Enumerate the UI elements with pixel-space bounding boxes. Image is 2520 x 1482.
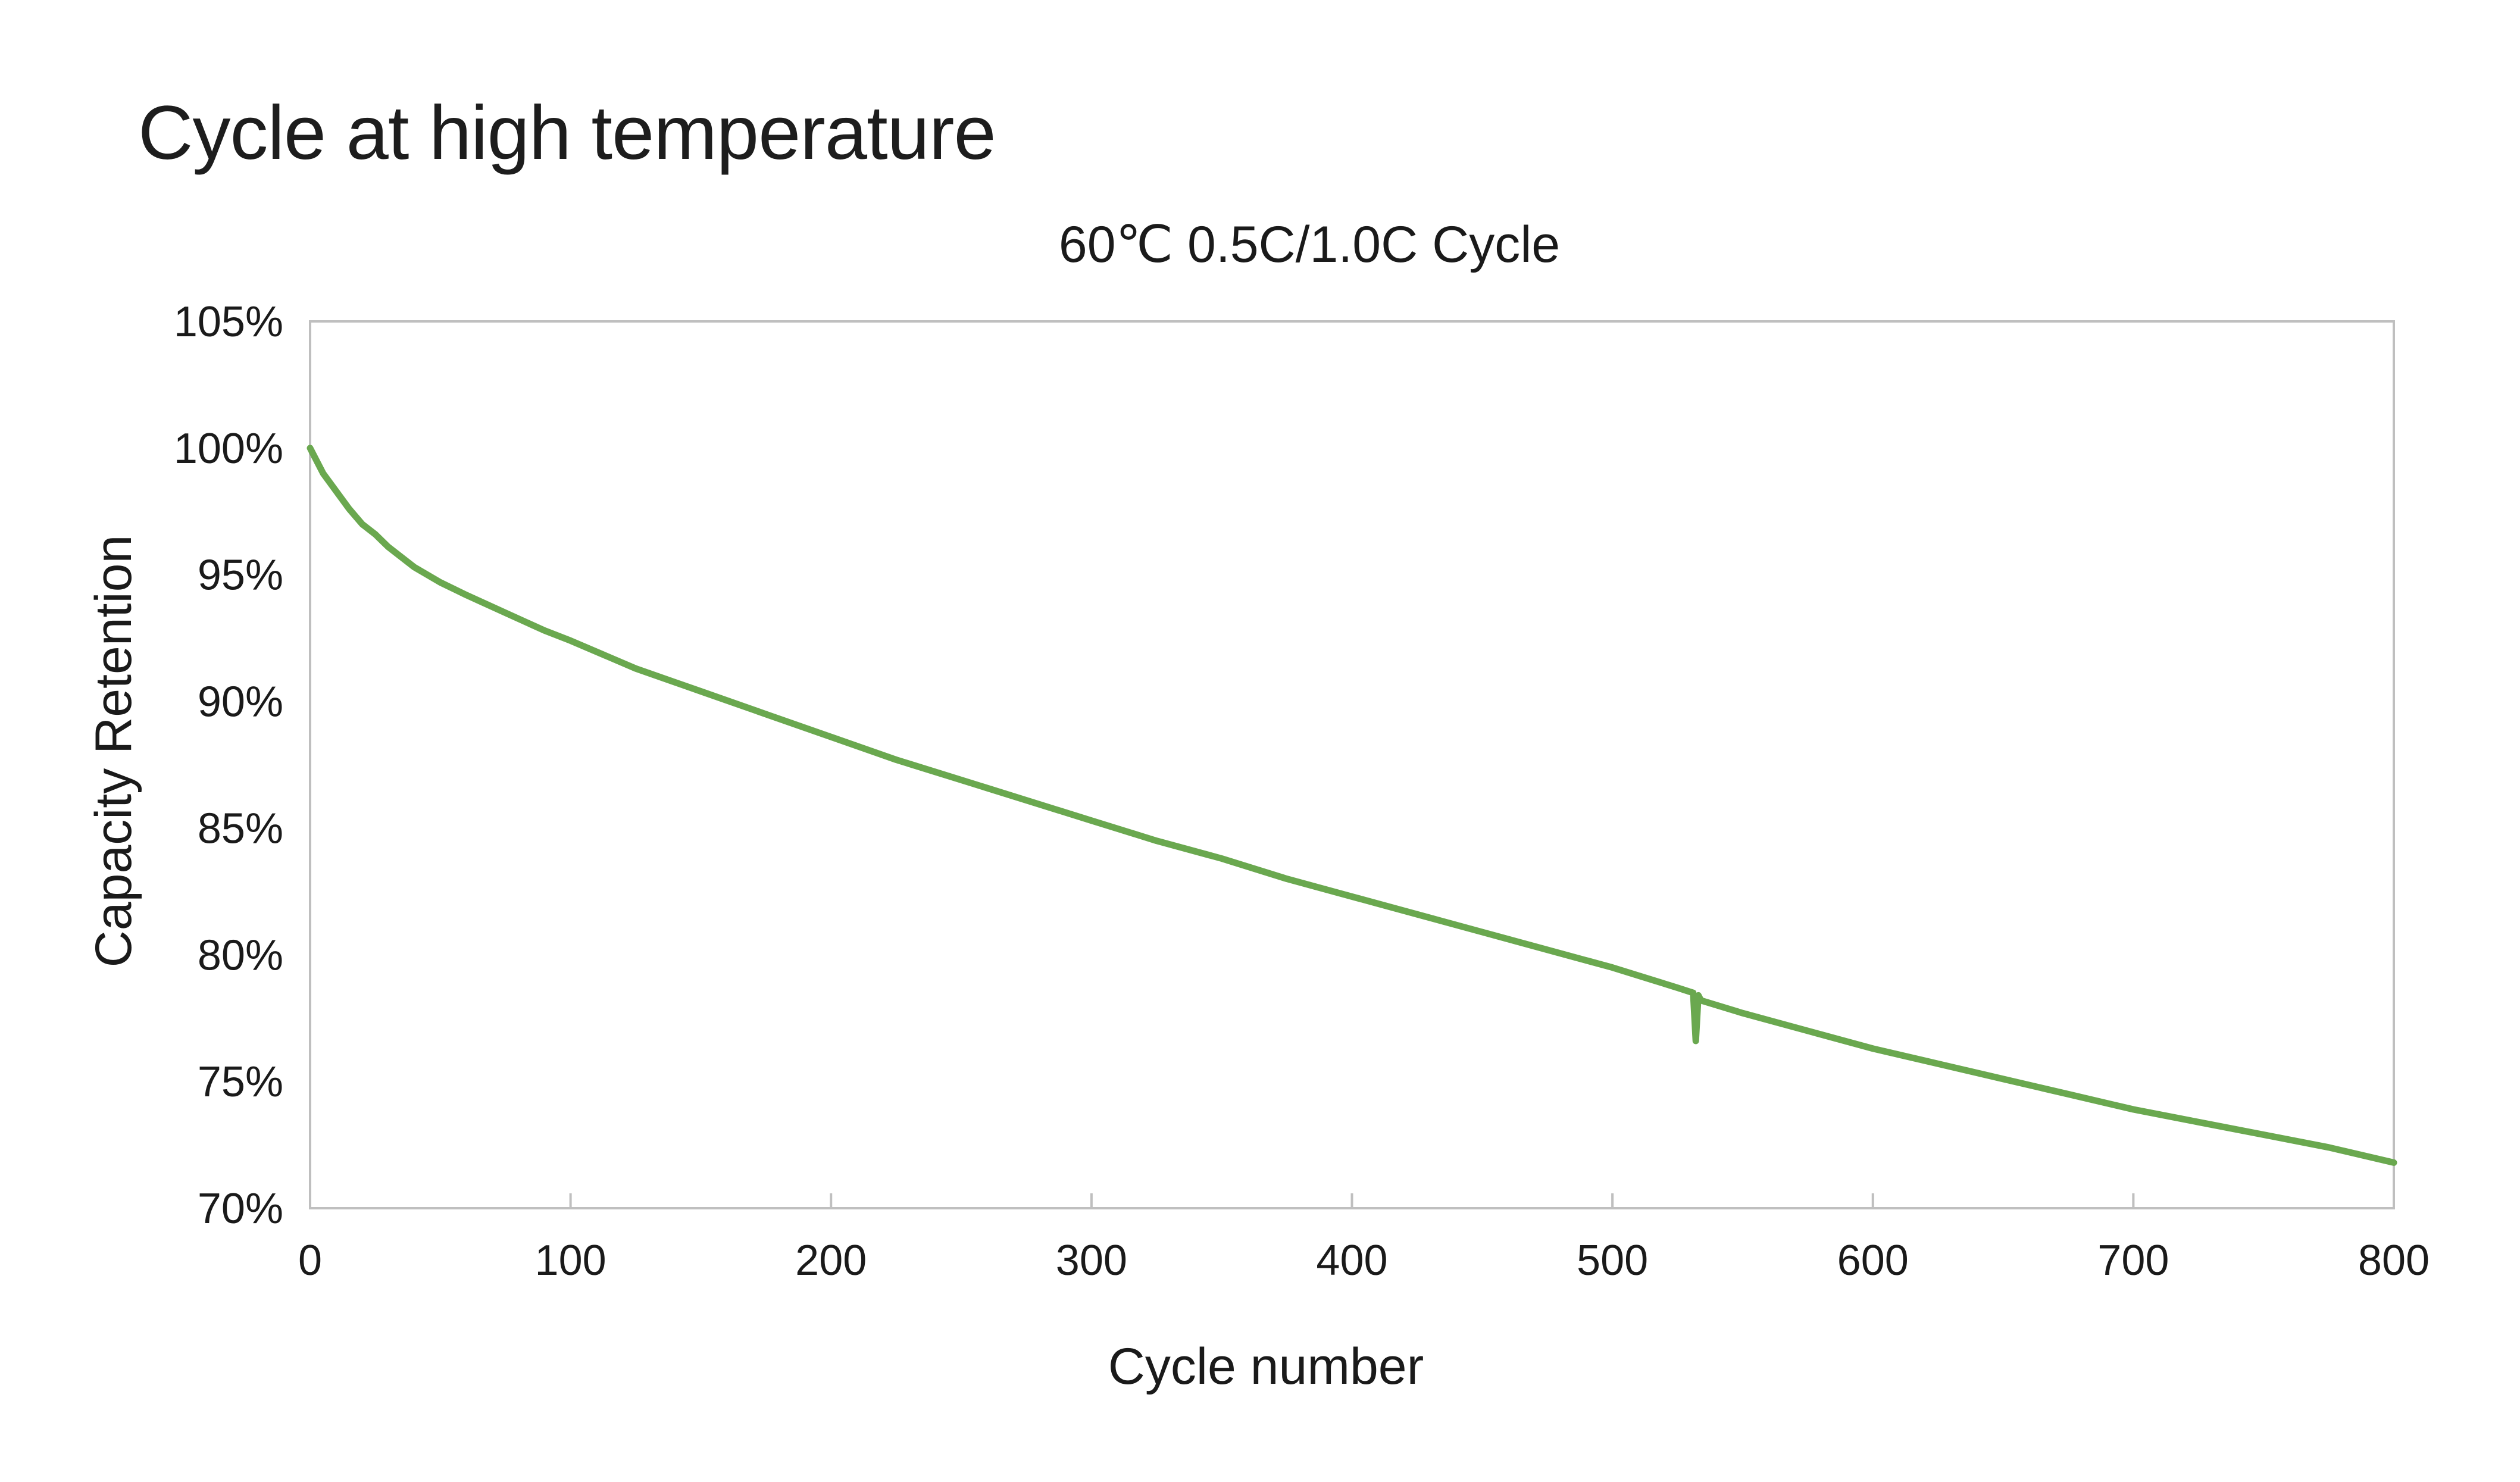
y-axis-title: Capacity Retention — [85, 535, 142, 968]
x-tick-label: 0 — [298, 1237, 322, 1284]
x-tick-label: 300 — [1056, 1237, 1127, 1284]
x-tick-label: 400 — [1316, 1237, 1387, 1284]
chart-title: 60℃ 0.5C/1.0C Cycle — [1059, 216, 1560, 273]
series-layer — [307, 445, 2397, 1166]
series-line — [307, 445, 2397, 1166]
plot-area — [309, 320, 2395, 1209]
x-axis-title: Cycle number — [1108, 1338, 1424, 1395]
y-tick-label: 100% — [174, 425, 283, 473]
x-axis: 0 100 200 300 400 500 600 700 800 — [298, 1193, 2430, 1284]
y-tick-label: 90% — [198, 679, 283, 726]
y-tick-label: 80% — [198, 931, 283, 979]
y-tick-label: 105% — [174, 298, 283, 346]
page-title: Cycle at high temperature — [138, 90, 996, 176]
plot-border — [309, 320, 2395, 1209]
x-tick-label: 600 — [1837, 1237, 1909, 1284]
y-tick-label: 75% — [198, 1058, 283, 1106]
y-axis: 70% 75% 80% 85% 90% 95% 100% 105% — [174, 298, 283, 1233]
y-tick-label: 95% — [198, 552, 283, 599]
x-tick-label: 100 — [535, 1237, 606, 1284]
x-tick-label: 200 — [795, 1237, 867, 1284]
y-tick-label: 70% — [198, 1185, 283, 1233]
y-tick-label: 85% — [198, 805, 283, 852]
x-tick-label: 500 — [1577, 1237, 1648, 1284]
x-tick-label: 700 — [2097, 1237, 2169, 1284]
x-tick-label: 800 — [2358, 1237, 2430, 1284]
